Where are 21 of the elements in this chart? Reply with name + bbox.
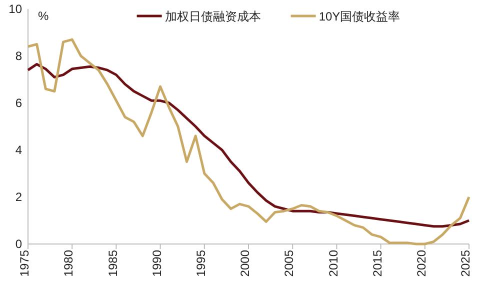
y-tick-label: 6 — [15, 96, 22, 110]
y-axis-title: % — [38, 9, 49, 23]
y-tick-label: 2 — [15, 190, 22, 204]
x-tick-label: 1995 — [194, 250, 208, 277]
x-tick-label: 2000 — [238, 250, 252, 277]
x-tick-label: 2020 — [414, 250, 428, 277]
legend-label: 10Y国债收益率 — [318, 10, 400, 24]
x-tick-label: 2015 — [370, 250, 384, 277]
x-tick-label: 1980 — [62, 250, 76, 277]
y-tick-label: 4 — [15, 142, 22, 157]
line-series — [26, 62, 470, 228]
y-tick-label: 0 — [15, 236, 22, 251]
x-tick-label: 2010 — [326, 250, 340, 277]
y-tick-label: 8 — [15, 48, 22, 63]
legend-label: 加权日债融资成本 — [164, 10, 261, 24]
x-tick-label: 2025 — [458, 250, 473, 277]
x-tick-label: 1990 — [150, 250, 164, 277]
x-tick-label: 1985 — [106, 250, 120, 277]
x-tick-label: 2005 — [282, 250, 296, 277]
y-tick-label: 10 — [8, 2, 22, 16]
x-tick-label: 1975 — [18, 250, 32, 277]
